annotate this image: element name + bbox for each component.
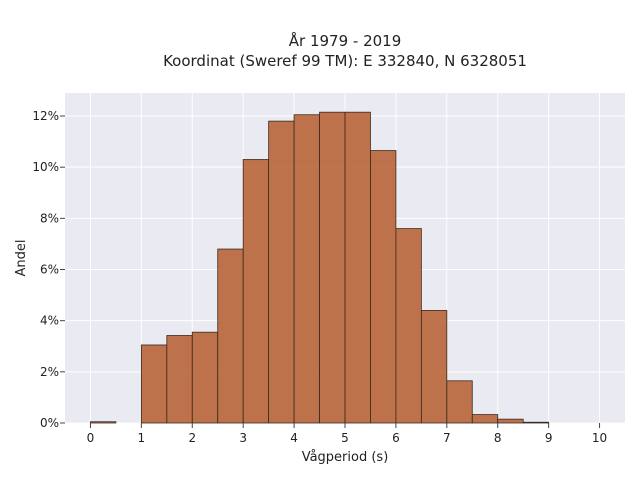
histogram-bar [217,248,244,424]
histogram-bar [90,421,117,424]
y-tick-label: 2% [40,365,59,379]
histogram-bar [319,111,346,424]
histogram-bar [166,335,193,424]
x-tick-label: 2 [188,431,196,445]
histogram-bar [191,331,219,424]
x-tick-label: 6 [392,431,400,445]
y-tick-label: 8% [40,211,59,225]
x-tick-label: 9 [545,431,553,445]
histogram-bar [370,150,397,424]
y-tick-label: 0% [40,416,59,430]
x-axis-ticks: 0 1 2 3 4 5 6 7 8 9 10 [87,423,607,445]
histogram-bar [522,421,550,424]
x-tick-label: 10 [592,431,607,445]
histogram-bar [446,380,473,424]
y-tick-label: 4% [40,314,59,328]
histogram-bar [344,111,371,424]
histogram-bar [420,310,448,424]
y-tick-label: 6% [40,263,59,277]
y-tick-label: 10% [32,160,59,174]
histogram-bar [395,228,422,424]
histogram-bar [293,114,320,424]
chart-title-line2: Koordinat (Sweref 99 TM): E 332840, N 63… [163,52,527,70]
x-tick-label: 0 [87,431,95,445]
y-axis-ticks: 0% 2% 4% 6% 8% 10% 12% [32,109,65,430]
x-tick-label: 3 [239,431,247,445]
y-axis-label: Andel [14,240,29,277]
x-axis-label: Vågperiod (s) [302,450,389,465]
histogram-bar [471,414,499,424]
chart-title-line1: År 1979 - 2019 [289,31,402,50]
x-tick-label: 1 [138,431,146,445]
histogram-bar [242,159,270,424]
x-tick-label: 8 [494,431,502,445]
histogram-bar [268,120,295,424]
histogram-bar [140,344,168,424]
x-tick-label: 5 [341,431,349,445]
bars-group [90,111,550,424]
y-tick-label: 12% [32,109,59,123]
histogram-bar [497,418,524,424]
x-tick-label: 4 [290,431,298,445]
x-tick-label: 7 [443,431,451,445]
